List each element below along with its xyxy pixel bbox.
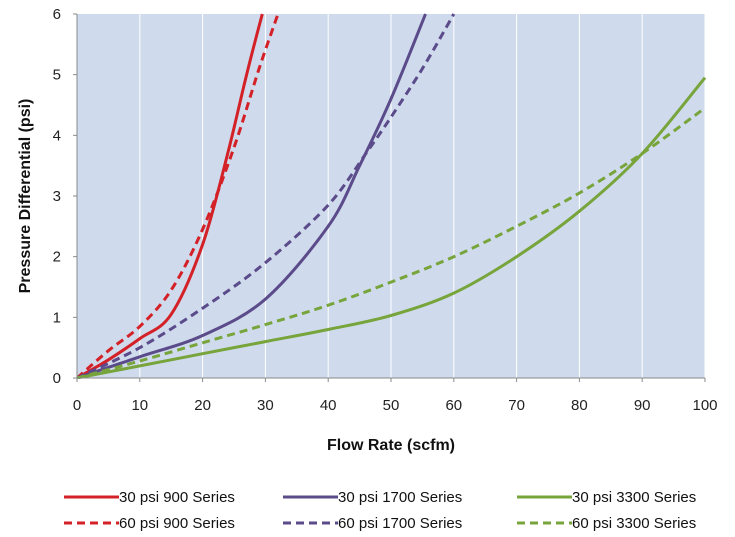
legend-label: 60 psi 900 Series <box>119 515 235 532</box>
x-tick-label: 20 <box>194 397 211 414</box>
x-tick-label: 60 <box>445 397 462 414</box>
y-tick-label: 4 <box>53 127 61 144</box>
y-axis-title: Pressure Differential (psi) <box>17 99 34 294</box>
x-tick-label: 80 <box>571 397 588 414</box>
series-line-1 <box>77 13 264 379</box>
x-tick-label: 0 <box>73 397 81 414</box>
series-line-6 <box>77 106 706 379</box>
legend-label: 30 psi 900 Series <box>119 489 235 506</box>
x-tick-label: 30 <box>257 397 274 414</box>
x-tick-label: 40 <box>320 397 337 414</box>
series-line-5 <box>77 76 706 379</box>
y-tick-label: 2 <box>53 249 61 266</box>
x-tick-label: 70 <box>508 397 525 414</box>
x-tick-label: 100 <box>692 397 717 414</box>
y-tick-label: 5 <box>53 67 61 84</box>
y-tick-label: 1 <box>53 309 61 326</box>
x-tick-label: 50 <box>383 397 400 414</box>
tick-labels: 0 10 20 30 40 50 60 70 80 90 100 0 1 2 3 4 5 6 <box>53 6 718 414</box>
series-line-2 <box>77 13 280 379</box>
x-tick-label: 10 <box>131 397 148 414</box>
legend-label: 60 psi 3300 Series <box>572 515 696 532</box>
series-line-4 <box>77 13 456 379</box>
x-axis-title: Flow Rate (scfm) <box>327 437 455 454</box>
y-tick-label: 3 <box>53 188 61 205</box>
legend-label: 30 psi 3300 Series <box>572 489 696 506</box>
legend: 30 psi 900 Series 60 psi 900 Series 30 psi… <box>64 489 696 532</box>
grid-lines <box>139 14 706 378</box>
series-group <box>77 13 706 379</box>
series-line-3 <box>77 13 427 379</box>
y-tick-label: 0 <box>53 370 61 387</box>
y-tick-label: 6 <box>53 6 61 23</box>
legend-label: 30 psi 1700 Series <box>338 489 462 506</box>
x-tick-label: 90 <box>634 397 651 414</box>
legend-label: 60 psi 1700 Series <box>338 515 462 532</box>
